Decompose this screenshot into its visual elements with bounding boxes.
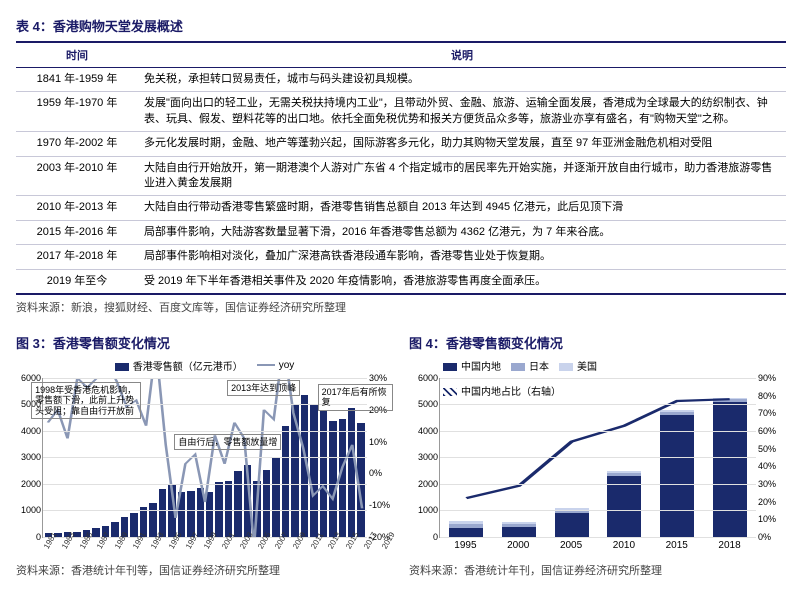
table-source-note: 资料来源：新浪，搜狐财经、百度文库等，国信证券经济研究所整理 (16, 299, 786, 315)
col-desc-header: 说明 (138, 42, 786, 68)
chart1-annotation: 自由行后，零售额放量增 (174, 434, 281, 450)
chart1-legend: 香港零售额（亿元港币） yoy (16, 358, 393, 373)
cell-desc: 发展"面向出口的轻工业，无需关税扶持境内工业"，且带动外贸、金融、旅游、运输全面… (138, 92, 786, 132)
chart1-annotation: 1998年受香港危机影响，零售额下滑，此前上升势头受阻；靠自由行开放前 (31, 382, 141, 419)
table-row: 1959 年-1970 年发展"面向出口的轻工业，无需关税扶持境内工业"，且带动… (16, 92, 786, 132)
table-row: 2015 年-2016 年局部事件影响，大陆游客数量显著下滑，2016 年香港零… (16, 220, 786, 244)
table-row: 2019 年至今受 2019 年下半年香港相关事件及 2020 年疫情影响，香港… (16, 269, 786, 294)
chart2-legend-item: 美国 (577, 362, 597, 373)
cell-time: 2017 年-2018 年 (16, 245, 138, 269)
col-time-header: 时间 (16, 42, 138, 68)
table-row: 2017 年-2018 年局部事件影响相对淡化，叠加广深港高铁香港段通车影响，香… (16, 245, 786, 269)
chart1-annotation: 2017年后有所恢复 (318, 384, 393, 411)
chart1-legend-line: yoy (279, 360, 295, 371)
cell-time: 2010 年-2013 年 (16, 196, 138, 220)
cell-desc: 局部事件影响，大陆游客数量显著下滑，2016 年香港零售总额为 4362 亿港元… (138, 220, 786, 244)
cell-desc: 多元化发展时期，金融、地产等蓬勃兴起，国际游客多元化，助力其购物天堂发展，直至 … (138, 132, 786, 156)
table-row: 2003 年-2010 年大陆自由行开始放开，第一期港澳个人游对广东省 4 个指… (16, 156, 786, 196)
chart1-title: 图 3：香港零售额变化情况 (16, 333, 393, 352)
cell-time: 1841 年-1959 年 (16, 68, 138, 92)
cell-time: 2015 年-2016 年 (16, 220, 138, 244)
cell-desc: 大陆自由行开始放开，第一期港澳个人游对广东省 4 个指定城市的居民率先开始实施，… (138, 156, 786, 196)
chart2-legend-item: 中国内地 (461, 362, 501, 373)
table-row: 1841 年-1959 年免关税，承担转口贸易责任，城市与码头建设初具规模。 (16, 68, 786, 92)
chart1-legend-bar: 香港零售额（亿元港币） (133, 362, 243, 373)
table-title: 表 4：香港购物天堂发展概述 (16, 16, 786, 35)
cell-desc: 大陆自由行带动香港零售繁盛时期，香港零售销售总额自 2013 年达到 4945 … (138, 196, 786, 220)
cell-time: 1970 年-2002 年 (16, 132, 138, 156)
cell-desc: 局部事件影响相对淡化，叠加广深港高铁香港段通车影响，香港零售业处于恢复期。 (138, 245, 786, 269)
table-row: 1970 年-2002 年多元化发展时期，金融、地产等蓬勃兴起，国际游客多元化，… (16, 132, 786, 156)
table-row: 2010 年-2013 年大陆自由行带动香港零售繁盛时期，香港零售销售总额自 2… (16, 196, 786, 220)
dev-history-table: 时间 说明 1841 年-1959 年免关税，承担转口贸易责任，城市与码头建设初… (16, 41, 786, 295)
chart2-legend-item: 日本 (529, 362, 549, 373)
cell-desc: 免关税，承担转口贸易责任，城市与码头建设初具规模。 (138, 68, 786, 92)
chart2: 中国内地日本美国中国内地占比（右轴） 010002000300040005000… (409, 358, 786, 558)
cell-time: 2019 年至今 (16, 269, 138, 294)
chart1-source-note: 资料来源：香港统计年刊等，国信证券经济研究所整理 (16, 562, 393, 578)
chart1: 香港零售额（亿元港币） yoy 010002000300040005000600… (16, 358, 393, 558)
cell-desc: 受 2019 年下半年香港相关事件及 2020 年疫情影响，香港旅游零售再度全面… (138, 269, 786, 294)
cell-time: 1959 年-1970 年 (16, 92, 138, 132)
chart2-source-note: 资料来源：香港统计年刊，国信证券经济研究所整理 (409, 562, 786, 578)
cell-time: 2003 年-2010 年 (16, 156, 138, 196)
chart1-annotation: 2013年达到顶峰 (227, 380, 300, 396)
chart2-title: 图 4：香港零售额变化情况 (409, 333, 786, 352)
